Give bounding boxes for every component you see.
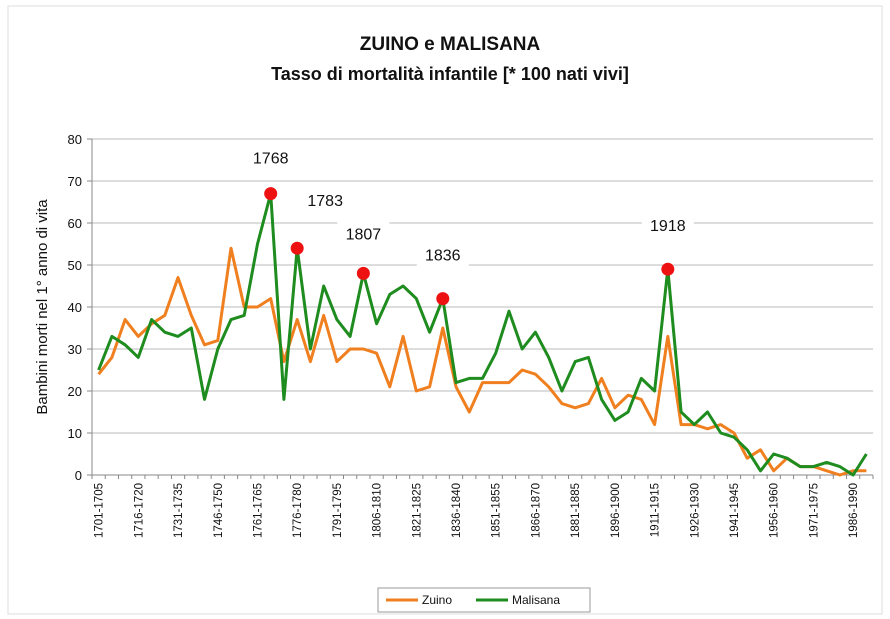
x-tick-label: 1971-1975: [808, 483, 820, 538]
x-tick-label: 1791-1795: [332, 483, 344, 538]
y-tick-label: 60: [68, 216, 82, 231]
legend-label: Malisana: [512, 593, 560, 607]
annotation-bg: [641, 214, 694, 237]
x-tick-label: 1761-1765: [252, 483, 264, 538]
series-line: [97, 192, 868, 477]
x-tick-label: 1731-1735: [173, 483, 185, 538]
x-tick-label: 1836-1840: [451, 483, 463, 538]
y-axis-label: Bambini morti nel 1° anno di vita: [34, 199, 51, 415]
annotation-bg: [416, 243, 469, 266]
y-tick-label: 30: [68, 342, 82, 357]
legend-label: Zuino: [422, 593, 452, 607]
x-tick-label: 1821-1825: [411, 483, 423, 538]
x-tick-label: 1941-1945: [729, 483, 741, 538]
chart-title: ZUINO e MALISANA: [360, 34, 541, 55]
x-tick-label: 1701-1705: [94, 483, 106, 538]
x-tick-label: 1926-1930: [689, 483, 701, 538]
y-tick-label: 40: [68, 300, 82, 315]
x-tick-label: 1881-1885: [570, 483, 582, 538]
annotation-dot: [436, 292, 450, 306]
annotation-dot: [661, 262, 675, 276]
annotation-bg: [299, 189, 352, 212]
annotation-bg: [337, 222, 390, 245]
x-tick-label: 1806-1810: [372, 483, 384, 538]
annotation-dot: [356, 266, 370, 280]
x-tick-label: 1986-1990: [848, 483, 860, 538]
x-tick-label: 1911-1915: [650, 483, 662, 537]
annotation-label: 1783: [307, 193, 343, 210]
y-tick-label: 10: [68, 426, 82, 441]
chart-subtitle: Tasso di mortalità infantile [* 100 nati…: [271, 64, 629, 84]
annotation-label: 1918: [650, 218, 686, 235]
y-tick-label: 50: [68, 258, 82, 273]
x-tick-label: 1716-1720: [133, 483, 145, 538]
x-tick-label: 1746-1750: [213, 483, 225, 538]
annotation-bg: [244, 146, 297, 169]
y-tick-label: 20: [68, 384, 82, 399]
y-tick-label: 0: [75, 468, 82, 483]
annotation-label: 1836: [425, 248, 461, 265]
x-tick-label: 1896-1900: [610, 483, 622, 538]
annotation-dot: [264, 187, 278, 201]
y-tick-label: 70: [68, 174, 82, 189]
annotation-dot: [290, 241, 304, 255]
annotation-label: 1768: [253, 151, 289, 168]
x-tick-label: 1956-1960: [769, 483, 781, 538]
x-tick-label: 1866-1870: [530, 483, 542, 538]
y-tick-label: 80: [68, 132, 82, 147]
annotation-label: 1807: [346, 226, 382, 243]
x-tick-label: 1776-1780: [292, 483, 304, 538]
x-tick-label: 1851-1855: [491, 483, 503, 538]
